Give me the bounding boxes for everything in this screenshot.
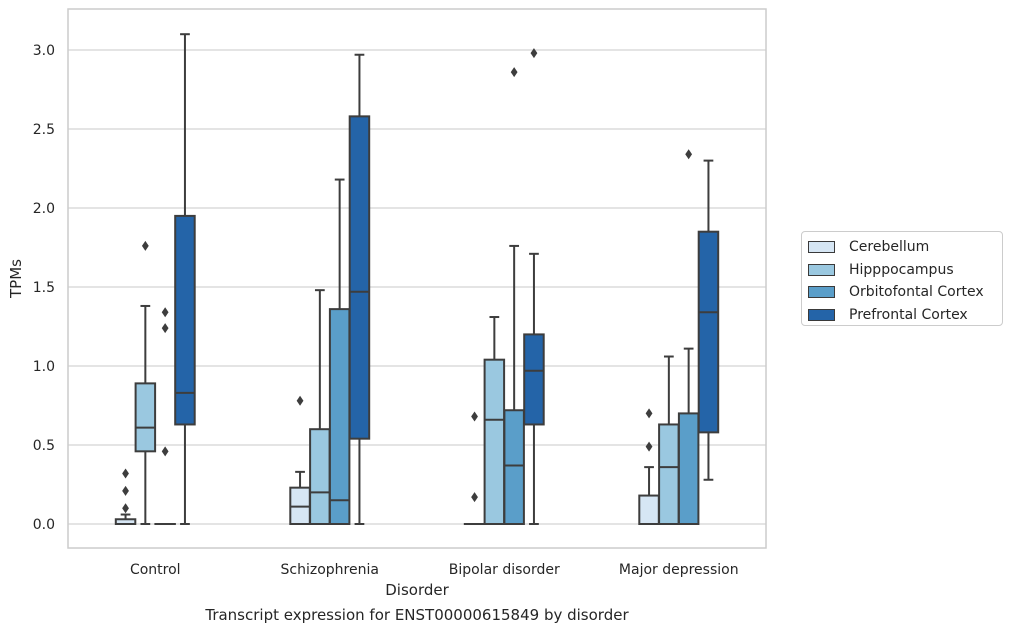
y-tick-label: 2.5	[33, 122, 55, 138]
outlier-point	[161, 446, 169, 457]
x-tick-label: Control	[130, 562, 181, 578]
box-cerebellum	[463, 411, 486, 526]
box-body	[174, 214, 196, 426]
legend-swatch	[808, 308, 835, 321]
y-axis-ticks: 0.0 0.5 1.0 1.5 2.0 2.5 3.0	[33, 43, 55, 533]
box-hipppocampus	[309, 289, 331, 526]
box-hipppocampus	[483, 316, 506, 525]
outlier-point	[685, 149, 693, 160]
boxes	[114, 33, 720, 526]
legend-label: Prefrontal Cortex	[849, 306, 968, 323]
box-body	[503, 409, 525, 525]
y-tick-label: 0.0	[33, 517, 55, 533]
legend-swatch	[808, 241, 835, 254]
y-tick-label: 1.0	[33, 359, 55, 375]
outlier-point	[471, 492, 478, 503]
outlier-point	[645, 441, 653, 452]
legend-item: Cerebellum	[808, 236, 996, 259]
plot-frame	[67, 8, 767, 549]
box-orbitofontal-cortex	[328, 178, 351, 525]
outlier-point	[510, 67, 518, 78]
outlier-point	[645, 408, 653, 419]
outlier-point	[141, 240, 149, 251]
box-cerebellum	[289, 395, 311, 526]
legend-item: Orbitofontal Cortex	[808, 281, 996, 304]
box-body	[638, 494, 660, 525]
outlier-point	[122, 503, 129, 514]
y-tick-label: 1.5	[33, 280, 55, 296]
x-axis-ticks: Control Schizophrenia Bipolar disorder Majo…	[130, 562, 739, 578]
box-orbitofontal-cortex	[503, 67, 525, 525]
box-prefrontal-cortex	[697, 159, 720, 481]
box-hipppocampus	[134, 240, 157, 525]
legend-label: Cerebellum	[849, 239, 930, 256]
legend-label: Orbitofontal Cortex	[849, 284, 984, 301]
y-axis-title: TPMs	[7, 259, 25, 299]
box-body	[348, 115, 371, 440]
legend-swatch	[808, 263, 835, 276]
outlier-point	[296, 395, 304, 406]
box-body	[328, 308, 351, 525]
box-prefrontal-cortex	[523, 48, 545, 525]
outlier-point	[530, 48, 538, 59]
box-cerebellum	[638, 408, 660, 525]
outlier-point	[471, 411, 478, 422]
box-prefrontal-cortex	[348, 53, 371, 525]
box-prefrontal-cortex	[174, 33, 196, 525]
y-tick-label: 3.0	[33, 43, 55, 59]
outlier-point	[122, 468, 129, 479]
outlier-point	[122, 485, 129, 496]
x-tick-label: Schizophrenia	[281, 562, 379, 578]
box-hipppocampus	[658, 355, 680, 525]
y-tick-label: 2.0	[33, 201, 55, 217]
box-body	[677, 412, 700, 525]
outlier-point	[161, 323, 169, 334]
x-tick-label: Bipolar disorder	[449, 562, 560, 578]
outlier-point	[161, 307, 169, 318]
chart-caption: Transcript expression for ENST0000061584…	[205, 606, 629, 624]
legend-item: Prefrontal Cortex	[808, 304, 996, 327]
box-body	[697, 230, 720, 434]
box-body	[309, 428, 331, 526]
box-body	[134, 382, 157, 453]
box-body	[658, 423, 680, 525]
box-body	[523, 333, 545, 426]
legend: Cerebellum Hipppocampus Orbitofontal Corte…	[801, 231, 1003, 326]
legend-swatch	[808, 286, 835, 299]
box-cerebellum	[114, 468, 137, 526]
legend-label: Hipppocampus	[849, 261, 954, 278]
x-tick-label: Major depression	[619, 562, 739, 578]
box-orbitofontal-cortex	[154, 307, 176, 526]
y-tick-label: 0.5	[33, 438, 55, 454]
x-axis-title: Disorder	[385, 581, 449, 599]
box-orbitofontal-cortex	[677, 149, 700, 525]
box-body	[483, 358, 506, 525]
legend-item: Hipppocampus	[808, 259, 996, 282]
